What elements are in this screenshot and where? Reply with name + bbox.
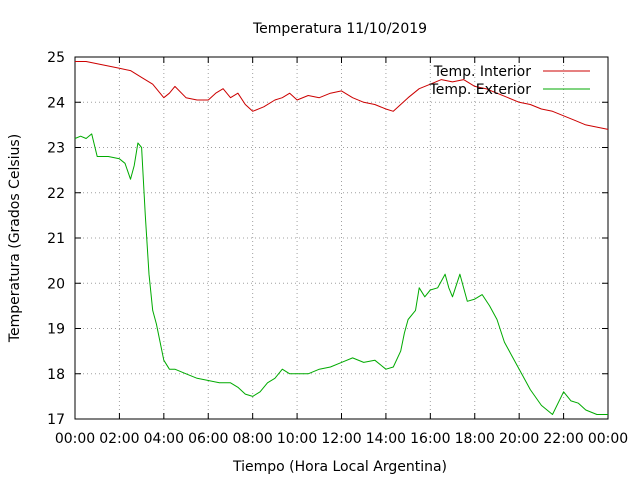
legend-label: Temp. Exterior	[429, 82, 532, 98]
y-tick-label: 17	[47, 412, 65, 428]
y-tick-label: 20	[47, 276, 65, 292]
series-lines	[74, 61, 609, 415]
x-tick-label: 16:00	[410, 431, 450, 447]
series-line-exterior	[74, 133, 608, 415]
y-tick-label: 23	[47, 141, 65, 157]
x-tick-label: 12:00	[321, 431, 361, 447]
x-tick-label: 10:00	[277, 431, 317, 447]
x-tick-label: 06:00	[188, 431, 228, 447]
x-tick-label: 22:00	[543, 431, 583, 447]
y-tick-label: 24	[47, 95, 65, 111]
x-tick-label: 14:00	[366, 431, 406, 447]
chart-title: Temperatura 11/10/2019	[252, 21, 427, 37]
x-tick-label: 18:00	[455, 431, 495, 447]
y-tick-label: 21	[47, 231, 65, 247]
legend-label: Temp. Interior	[433, 64, 532, 80]
grid-lines	[75, 57, 608, 419]
x-tick-label: 20:00	[499, 431, 539, 447]
x-tick-label: 00:00	[588, 431, 628, 447]
x-tick-label: 00:00	[55, 431, 95, 447]
legend: Temp. Interior Temp. Exterior	[429, 64, 590, 98]
y-tick-label: 25	[47, 50, 65, 66]
x-axis-label: Tiempo (Hora Local Argentina)	[232, 459, 447, 475]
y-tick-label: 19	[47, 322, 65, 338]
x-tick-label: 02:00	[99, 431, 139, 447]
x-tick-label: 04:00	[144, 431, 184, 447]
series-line-interior	[75, 61, 609, 130]
y-tick-label: 22	[47, 186, 65, 202]
y-tick-label: 18	[47, 367, 65, 383]
y-axis-label: Temperatura (Grados Celsius)	[7, 134, 23, 343]
x-tick-label: 08:00	[232, 431, 272, 447]
